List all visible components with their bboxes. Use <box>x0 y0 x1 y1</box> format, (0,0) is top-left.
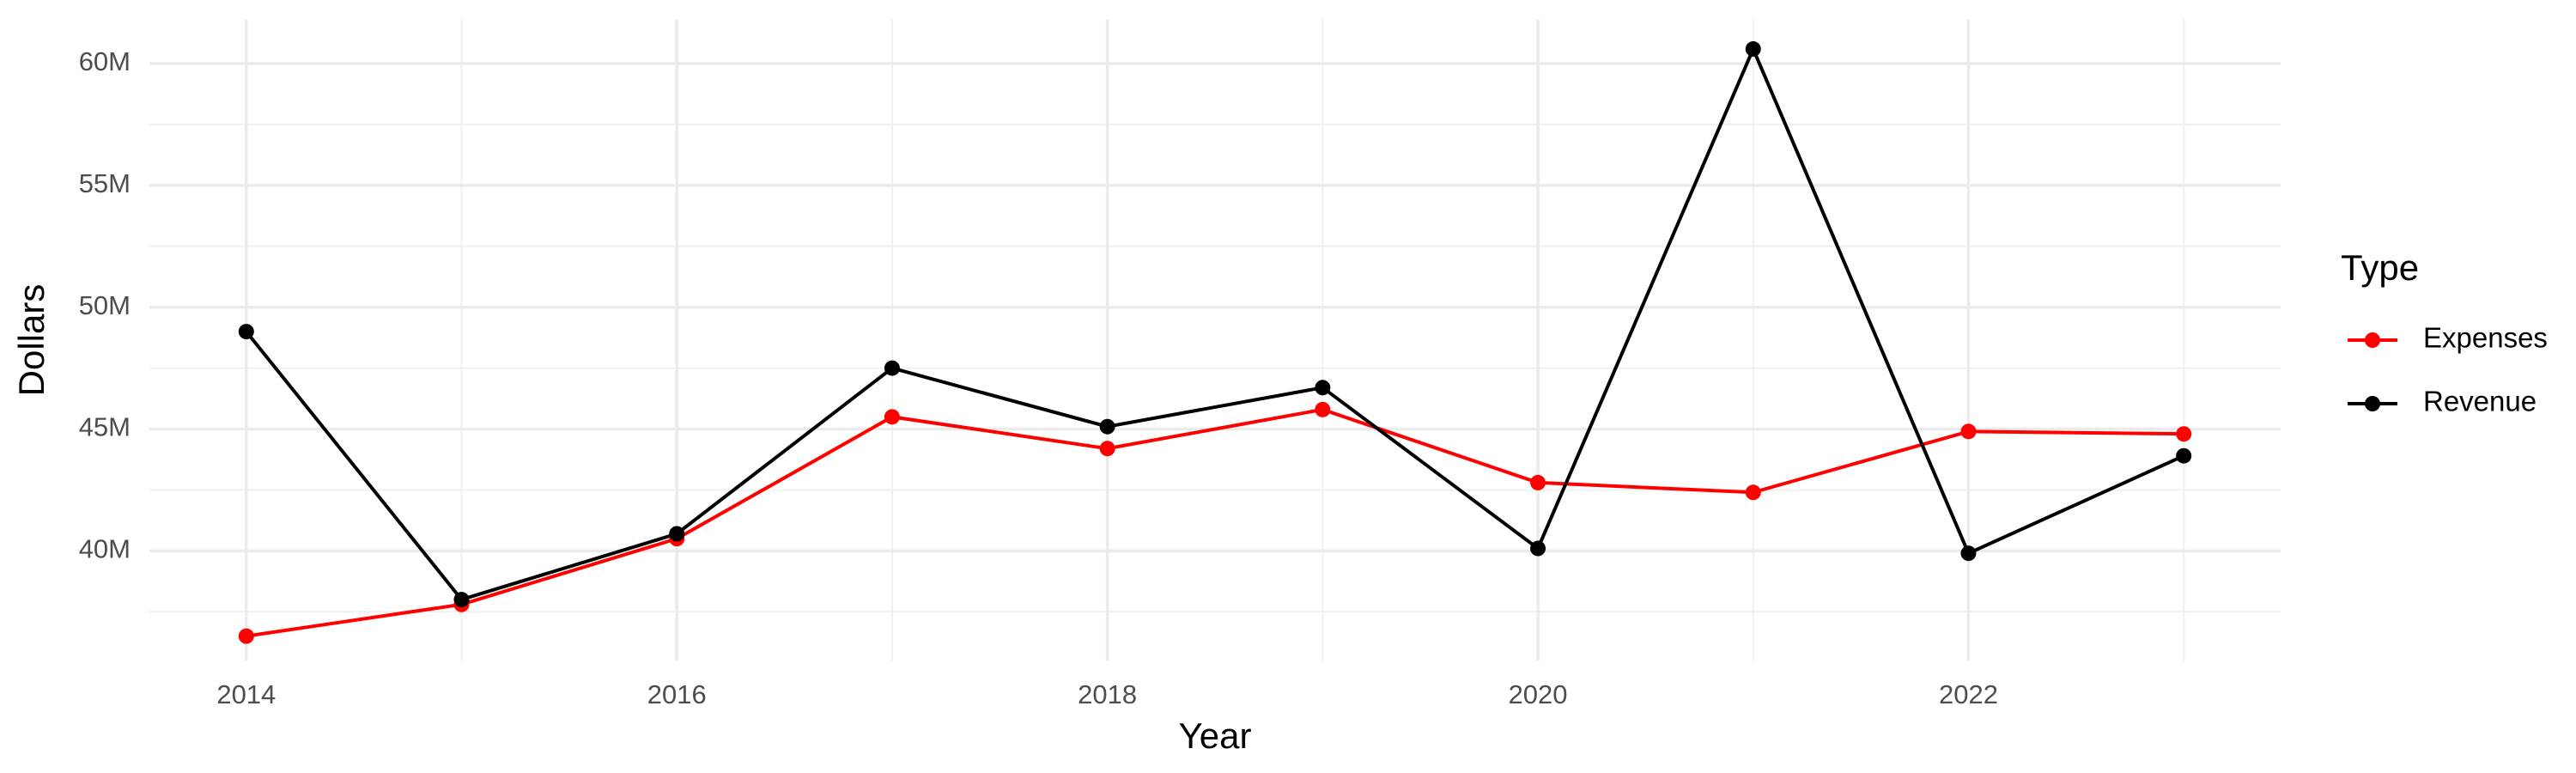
y-tick-label: 45M <box>79 412 131 442</box>
data-point <box>1315 380 1331 396</box>
x-axis-title: Year <box>1179 715 1252 756</box>
legend: Expenses Revenue <box>2348 322 2548 417</box>
data-point <box>238 324 254 340</box>
legend-marker <box>2365 332 2380 348</box>
y-tick-label: 40M <box>79 534 131 564</box>
y-tick-label: 50M <box>79 290 131 320</box>
data-point <box>453 592 470 608</box>
data-point <box>2176 447 2192 464</box>
x-tick-label: 2020 <box>1509 679 1568 709</box>
legend-label: Revenue <box>2423 386 2537 417</box>
data-point <box>1745 41 1761 58</box>
data-point <box>1099 441 1115 457</box>
data-point <box>2176 426 2192 442</box>
plot-area <box>238 41 2192 644</box>
data-point <box>1530 474 1546 490</box>
data-point <box>884 360 900 376</box>
legend-title: Type <box>2341 247 2419 288</box>
x-tick-label: 2014 <box>216 679 276 709</box>
y-tick-label: 55M <box>79 168 131 198</box>
x-tick-label: 2016 <box>647 679 707 709</box>
legend-label: Expenses <box>2423 322 2548 354</box>
data-point <box>1530 540 1546 557</box>
x-tick-label: 2018 <box>1078 679 1137 709</box>
data-point <box>884 409 900 425</box>
data-point <box>1960 545 1977 562</box>
series-line <box>245 44 2185 602</box>
data-point <box>669 526 685 542</box>
data-point <box>1099 418 1115 435</box>
data-point <box>1960 423 1977 440</box>
y-tick-label: 60M <box>79 46 131 76</box>
legend-marker <box>2365 396 2380 411</box>
y-axis-title: Dollars <box>11 284 52 397</box>
data-point <box>238 628 254 644</box>
data-point <box>1745 484 1761 501</box>
data-point <box>1315 401 1331 417</box>
series-line <box>246 407 2184 638</box>
x-tick-label: 2022 <box>1939 679 1998 709</box>
grid <box>149 20 2281 660</box>
